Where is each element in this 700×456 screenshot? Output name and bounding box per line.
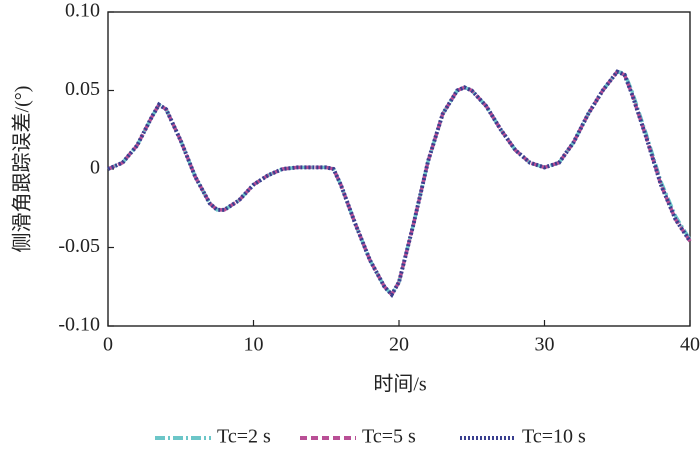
x-tick-label: 40 bbox=[680, 334, 700, 356]
x-tick-label: 10 bbox=[244, 334, 264, 356]
y-tick-label: 0.10 bbox=[65, 0, 100, 22]
series-line bbox=[107, 69, 692, 298]
x-tick-label: 0 bbox=[103, 334, 113, 356]
y-axis-label: 侧滑角跟踪误差/(°) bbox=[11, 86, 34, 253]
series-line bbox=[107, 69, 692, 298]
x-tick-label: 30 bbox=[535, 334, 555, 356]
x-axis-label: 时间/s bbox=[373, 373, 427, 396]
legend-label: Tc=10 s bbox=[522, 426, 586, 448]
y-tick-label: -0.05 bbox=[58, 235, 100, 257]
x-tick-label: 20 bbox=[389, 334, 409, 356]
y-tick-label: 0.05 bbox=[65, 78, 100, 100]
series-line bbox=[107, 69, 692, 298]
y-tick-label: 0 bbox=[90, 157, 100, 179]
legend-label: Tc=5 s bbox=[362, 426, 416, 448]
legend-label: Tc=2 s bbox=[217, 426, 271, 448]
y-tick-label: -0.10 bbox=[58, 314, 100, 336]
